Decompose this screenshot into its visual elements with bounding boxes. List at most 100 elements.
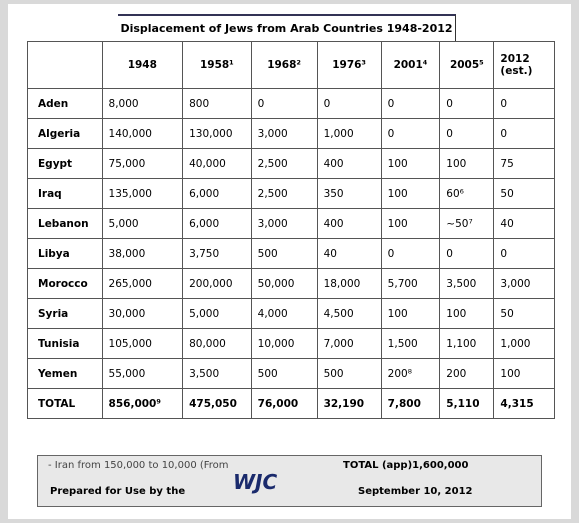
- cell: 500: [316, 358, 382, 389]
- cell: 5,000: [101, 208, 184, 239]
- column-header: 1948: [101, 41, 184, 89]
- cell: 6,000: [182, 208, 252, 239]
- column-header: 1976³: [316, 41, 382, 89]
- cell: 265,000: [101, 268, 184, 299]
- cell: 1,000: [493, 328, 555, 359]
- cell: 800: [182, 88, 252, 119]
- cell: 4,315: [493, 388, 555, 419]
- cell: 400: [316, 148, 382, 179]
- cell: 40,000: [182, 148, 252, 179]
- cell: 0: [316, 88, 382, 119]
- cell: 140,000: [101, 118, 184, 149]
- table-row: Aden 8,000 800 0 0 0 0 0: [27, 88, 555, 119]
- footer: - Iran from 150,000 to 10,000 (From TOTA…: [37, 455, 542, 507]
- cell: 60⁶: [439, 178, 495, 209]
- cell: 3,500: [439, 268, 495, 299]
- row-label: Tunisia: [27, 328, 103, 359]
- cell: 4,500: [316, 298, 382, 329]
- column-header: 1968²: [250, 41, 318, 89]
- row-label: Syria: [27, 298, 103, 329]
- cell: 100: [380, 208, 441, 239]
- row-label: Iraq: [27, 178, 103, 209]
- cell: 0: [493, 238, 555, 269]
- cell: 475,050: [182, 388, 252, 419]
- cell: 0: [380, 238, 441, 269]
- cell: 100: [493, 358, 555, 389]
- table-row: Libya 38,000 3,750 500 40 0 0 0: [27, 238, 555, 269]
- footer-note: - Iran from 150,000 to 10,000 (From: [48, 460, 229, 471]
- cell: 32,190: [316, 388, 382, 419]
- cell: 350: [316, 178, 382, 209]
- row-label: Yemen: [27, 358, 103, 389]
- cell: 0: [380, 118, 441, 149]
- table-row: Iraq 135,000 6,000 2,500 350 100 60⁶ 50: [27, 178, 555, 209]
- cell: 10,000: [250, 328, 318, 359]
- column-header: 2001⁴: [380, 41, 441, 89]
- cell: 200,000: [182, 268, 252, 299]
- cell: 2,500: [250, 148, 318, 179]
- table-row: Lebanon 5,000 6,000 3,000 400 100 ~50⁷ 40: [27, 208, 555, 239]
- footer-prepared: Prepared for Use by the: [50, 486, 186, 497]
- table-row: Tunisia 105,000 80,000 10,000 7,000 1,500 1,10…: [27, 328, 555, 359]
- cell: 1,000: [316, 118, 382, 149]
- row-label: Aden: [27, 88, 103, 119]
- logo: WJC: [233, 470, 278, 494]
- cell: 0: [439, 238, 495, 269]
- corner-cell: [27, 41, 103, 89]
- cell: 0: [439, 118, 495, 149]
- cell: 3,000: [250, 208, 318, 239]
- cell: 200⁸: [380, 358, 441, 389]
- row-label: Lebanon: [27, 208, 103, 239]
- cell: 5,000: [182, 298, 252, 329]
- table-row: Syria 30,000 5,000 4,000 4,500 100 100 50: [27, 298, 555, 329]
- cell: 18,000: [316, 268, 382, 299]
- cell: 80,000: [182, 328, 252, 359]
- table-row: Yemen 55,000 3,500 500 500 200⁸ 200 100: [27, 358, 555, 389]
- cell: 100: [380, 178, 441, 209]
- page: Displacement of Jews from Arab Countries…: [8, 4, 571, 519]
- cell: 400: [316, 208, 382, 239]
- cell: 6,000: [182, 178, 252, 209]
- cell: 7,800: [380, 388, 441, 419]
- row-label: Libya: [27, 238, 103, 269]
- row-label: Algeria: [27, 118, 103, 149]
- cell: 2,500: [250, 178, 318, 209]
- cell: 856,000⁹: [101, 388, 184, 419]
- cell: 7,000: [316, 328, 382, 359]
- cell: 3,000: [250, 118, 318, 149]
- cell: 100: [439, 148, 495, 179]
- cell: 55,000: [101, 358, 184, 389]
- cell: 1,500: [380, 328, 441, 359]
- column-header: 1958¹: [182, 41, 252, 89]
- table-row: Egypt 75,000 40,000 2,500 400 100 100 75: [27, 148, 555, 179]
- cell: 105,000: [101, 328, 184, 359]
- data-table: 1948 1958¹ 1968² 1976³ 2001⁴ 2005⁵ 2012 (est.)…: [27, 41, 555, 419]
- table-row: Morocco 265,000 200,000 50,000 18,000 5,700 3,…: [27, 268, 555, 299]
- cell: 76,000: [250, 388, 318, 419]
- cell: 75,000: [101, 148, 184, 179]
- footer-total: TOTAL (app)1,600,000: [343, 460, 469, 471]
- cell: 3,750: [182, 238, 252, 269]
- cell: 0: [493, 118, 555, 149]
- cell: 500: [250, 238, 318, 269]
- row-label: Egypt: [27, 148, 103, 179]
- cell: ~50⁷: [439, 208, 495, 239]
- cell: 75: [493, 148, 555, 179]
- cell: 0: [493, 88, 555, 119]
- table-row: TOTAL 856,000⁹ 475,050 76,000 32,190 7,800 5,1…: [27, 388, 555, 419]
- cell: 8,000: [101, 88, 184, 119]
- header-row: 1948 1958¹ 1968² 1976³ 2001⁴ 2005⁵ 2012 (est.): [27, 41, 555, 89]
- cell: 50: [493, 178, 555, 209]
- cell: 3,500: [182, 358, 252, 389]
- cell: 500: [250, 358, 318, 389]
- cell: 40: [493, 208, 555, 239]
- cell: 30,000: [101, 298, 184, 329]
- cell: 100: [380, 148, 441, 179]
- cell: 100: [439, 298, 495, 329]
- cell: 4,000: [250, 298, 318, 329]
- cell: 0: [439, 88, 495, 119]
- cell: 50: [493, 298, 555, 329]
- cell: 135,000: [101, 178, 184, 209]
- cell: 40: [316, 238, 382, 269]
- cell: 100: [380, 298, 441, 329]
